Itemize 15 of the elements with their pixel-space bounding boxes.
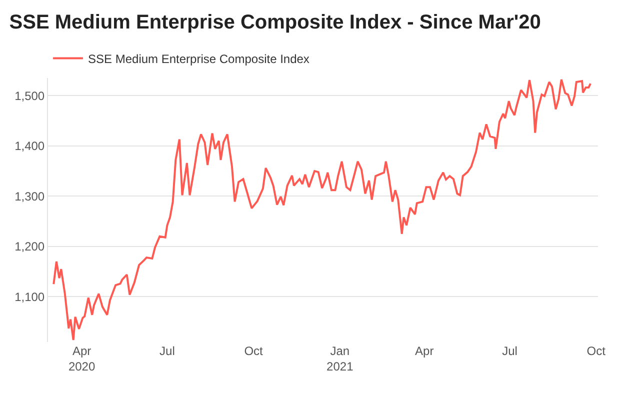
x-tick-label: Apr xyxy=(415,344,434,358)
chart-title: SSE Medium Enterprise Composite Index - Since Mar'20 xyxy=(9,12,541,34)
y-tick-label: 1,100 xyxy=(14,290,45,304)
y-tick-label: 1,300 xyxy=(14,189,45,204)
x-tick-label: Apr 2020 xyxy=(68,344,96,374)
x-tick-label: Jan 2021 xyxy=(326,344,354,374)
legend-label: SSE Medium Enterprise Composite Index xyxy=(88,52,310,66)
x-tick-label: Jul xyxy=(160,344,175,358)
y-tick-label: 1,200 xyxy=(14,240,45,254)
x-tick-label: Oct xyxy=(244,344,264,358)
line-series xyxy=(52,78,592,341)
x-tick-label: Oct xyxy=(586,344,606,358)
y-tick-label: 1,500 xyxy=(14,88,45,103)
y-tick-label: 1,400 xyxy=(14,139,45,154)
x-tick-label: Jul xyxy=(502,344,518,358)
